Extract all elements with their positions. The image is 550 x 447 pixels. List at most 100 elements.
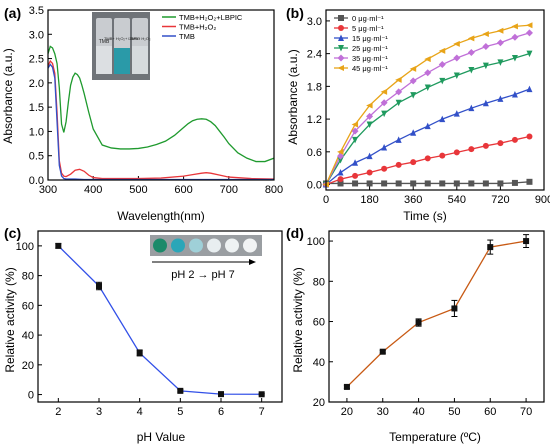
vial-label-tmb: TMB xyxy=(99,39,110,45)
panel-b-data-point xyxy=(366,169,373,176)
panel-b-data-point xyxy=(511,33,519,41)
panel-b-data-point xyxy=(337,148,344,155)
panel-a-xtick-label: 500 xyxy=(129,184,147,196)
panel-b-data-point xyxy=(453,72,460,79)
panel-b-data-point xyxy=(525,22,533,29)
panel-b-data-point xyxy=(482,62,489,70)
panel-c-xtick-label: 3 xyxy=(96,406,102,418)
panel-d-chart: 20 30 40 50 60 70 20 40 60 80 100 xyxy=(307,230,545,418)
panel-b-data-point xyxy=(395,99,402,107)
panel-d-label: (d) xyxy=(286,225,304,241)
panel-b-data-point xyxy=(366,112,374,120)
panel-b-data-point xyxy=(526,133,533,140)
panel-b-data-point xyxy=(409,77,417,85)
panel-a-ytick-label: 3.5 xyxy=(29,5,44,17)
panel-b-data-point xyxy=(511,136,518,143)
panel-b-data-point xyxy=(526,178,533,185)
panel-b-data-point xyxy=(424,180,431,187)
panel-b-data-point xyxy=(424,56,431,63)
panel-b-data-point xyxy=(380,99,388,107)
panel-a-legend-label: TMB xyxy=(179,32,195,41)
panel-b-data-point xyxy=(366,102,373,109)
panel-b-ytick-label: 2.4 xyxy=(307,49,322,61)
panel-c-ytick-label: 0 xyxy=(28,390,34,402)
panel-d-data-point xyxy=(451,305,458,312)
panel-b-data-point xyxy=(424,122,431,130)
panel-b-data-point xyxy=(468,67,475,74)
panel-c-data-point xyxy=(96,283,102,290)
panel-d-data-point xyxy=(523,238,530,245)
panel-b-data-point xyxy=(337,169,344,176)
panel-d-xtick-label: 50 xyxy=(448,406,460,418)
panel-c-data-point xyxy=(55,242,62,249)
panel-b-data-point xyxy=(497,180,504,187)
panel-b-ytick-label: 1.2 xyxy=(307,114,322,126)
panel-a-xtick-label: 600 xyxy=(174,184,192,196)
panel-b-data-point xyxy=(497,59,504,66)
panel-b-data-point xyxy=(511,91,518,98)
panel-d-data-point xyxy=(343,383,350,390)
panel-b-data-point xyxy=(410,92,417,99)
panel-b-xtick-label: 540 xyxy=(448,194,466,206)
panel-b-ytick-label: 0.6 xyxy=(307,147,322,159)
panel-b-legend-label: 5 μg·ml⁻¹ xyxy=(352,24,384,33)
panel-a-ytick-label: 2.0 xyxy=(29,78,44,90)
panel-b-xtick-label: 360 xyxy=(404,194,422,206)
panel-c-xtick-label: 2 xyxy=(55,406,61,418)
panel-a-xtick-label: 300 xyxy=(39,184,57,196)
panel-b-data-point xyxy=(467,35,475,42)
panel-c-ytick-label: 40 xyxy=(22,330,34,342)
panel-c-xtick-label: 5 xyxy=(177,406,183,418)
panel-b-legend-label: 35 μg·ml⁻¹ xyxy=(352,54,388,63)
panel-b-data-point xyxy=(496,39,504,47)
panel-d-ytick-label: 100 xyxy=(307,236,325,248)
panel-b-data-point xyxy=(453,40,460,47)
panel-b-data-point xyxy=(525,29,533,37)
panel-b-data-point xyxy=(468,146,475,153)
panel-a-ytick-label: 1.5 xyxy=(29,102,44,114)
panel-b-data-point xyxy=(438,61,446,69)
panel-d-axes-frame xyxy=(328,230,545,403)
panel-b-data-point xyxy=(482,142,489,149)
panel-b-data-point xyxy=(439,180,446,187)
panel-b-data-point xyxy=(438,47,446,54)
panel-b-data-point xyxy=(395,180,402,187)
panel-d-xtick-label: 20 xyxy=(341,406,353,418)
panel-b-data-point xyxy=(526,85,533,93)
panel-b-data-point xyxy=(366,121,373,129)
vial-label-tmb-h2o2-lbpic: TMB+ H₂O₂+ LBPIC xyxy=(104,36,140,41)
panel-c-ytick-label: 80 xyxy=(22,271,34,283)
panel-c-ph-annotation: pH 2 → pH 7 xyxy=(171,269,235,281)
panel-b-xlabel: Time (s) xyxy=(403,209,447,223)
panel-b-data-point xyxy=(395,136,402,143)
panel-b-axes-frame xyxy=(325,9,545,191)
panel-b-data-point xyxy=(352,159,359,166)
panel-b-data-point xyxy=(511,55,518,62)
panel-d-series-group xyxy=(346,240,527,388)
panel-d-ytick-label: 60 xyxy=(313,317,325,329)
panel-b-data-point xyxy=(496,27,504,34)
panel-b-legend-marker xyxy=(337,65,344,71)
panel-b-data-point xyxy=(381,180,388,187)
panel-b-data-point xyxy=(439,77,446,85)
panel-d-xtick-label: 30 xyxy=(377,406,389,418)
panel-d-data-point xyxy=(415,319,422,326)
panel-b-data-point xyxy=(410,129,417,136)
panel-b-data-point xyxy=(351,121,359,128)
panel-b-data-point xyxy=(468,180,475,187)
panel-b-data-point xyxy=(380,88,388,95)
panel-b-data-point xyxy=(352,136,359,144)
panel-b-legend-marker xyxy=(338,25,344,31)
panel-b-data-point xyxy=(468,104,475,112)
panel-c-xtick-label: 7 xyxy=(259,406,265,418)
panel-a-ytick-label: 1.0 xyxy=(29,126,44,138)
panel-b-ytick-label: 3.0 xyxy=(307,16,322,28)
panel-b-data-point xyxy=(337,157,344,164)
panel-c-xlabel: pH Value xyxy=(137,430,186,444)
panel-b-data-point xyxy=(439,152,446,159)
panel-a-xtick-label: 400 xyxy=(84,184,102,196)
panel-b-data-point xyxy=(453,180,460,187)
panel-a-ytick-label: 0.0 xyxy=(29,175,44,187)
panel-b-legend-label: 0 μg·ml⁻¹ xyxy=(352,14,384,23)
panel-b-data-point xyxy=(482,43,490,51)
